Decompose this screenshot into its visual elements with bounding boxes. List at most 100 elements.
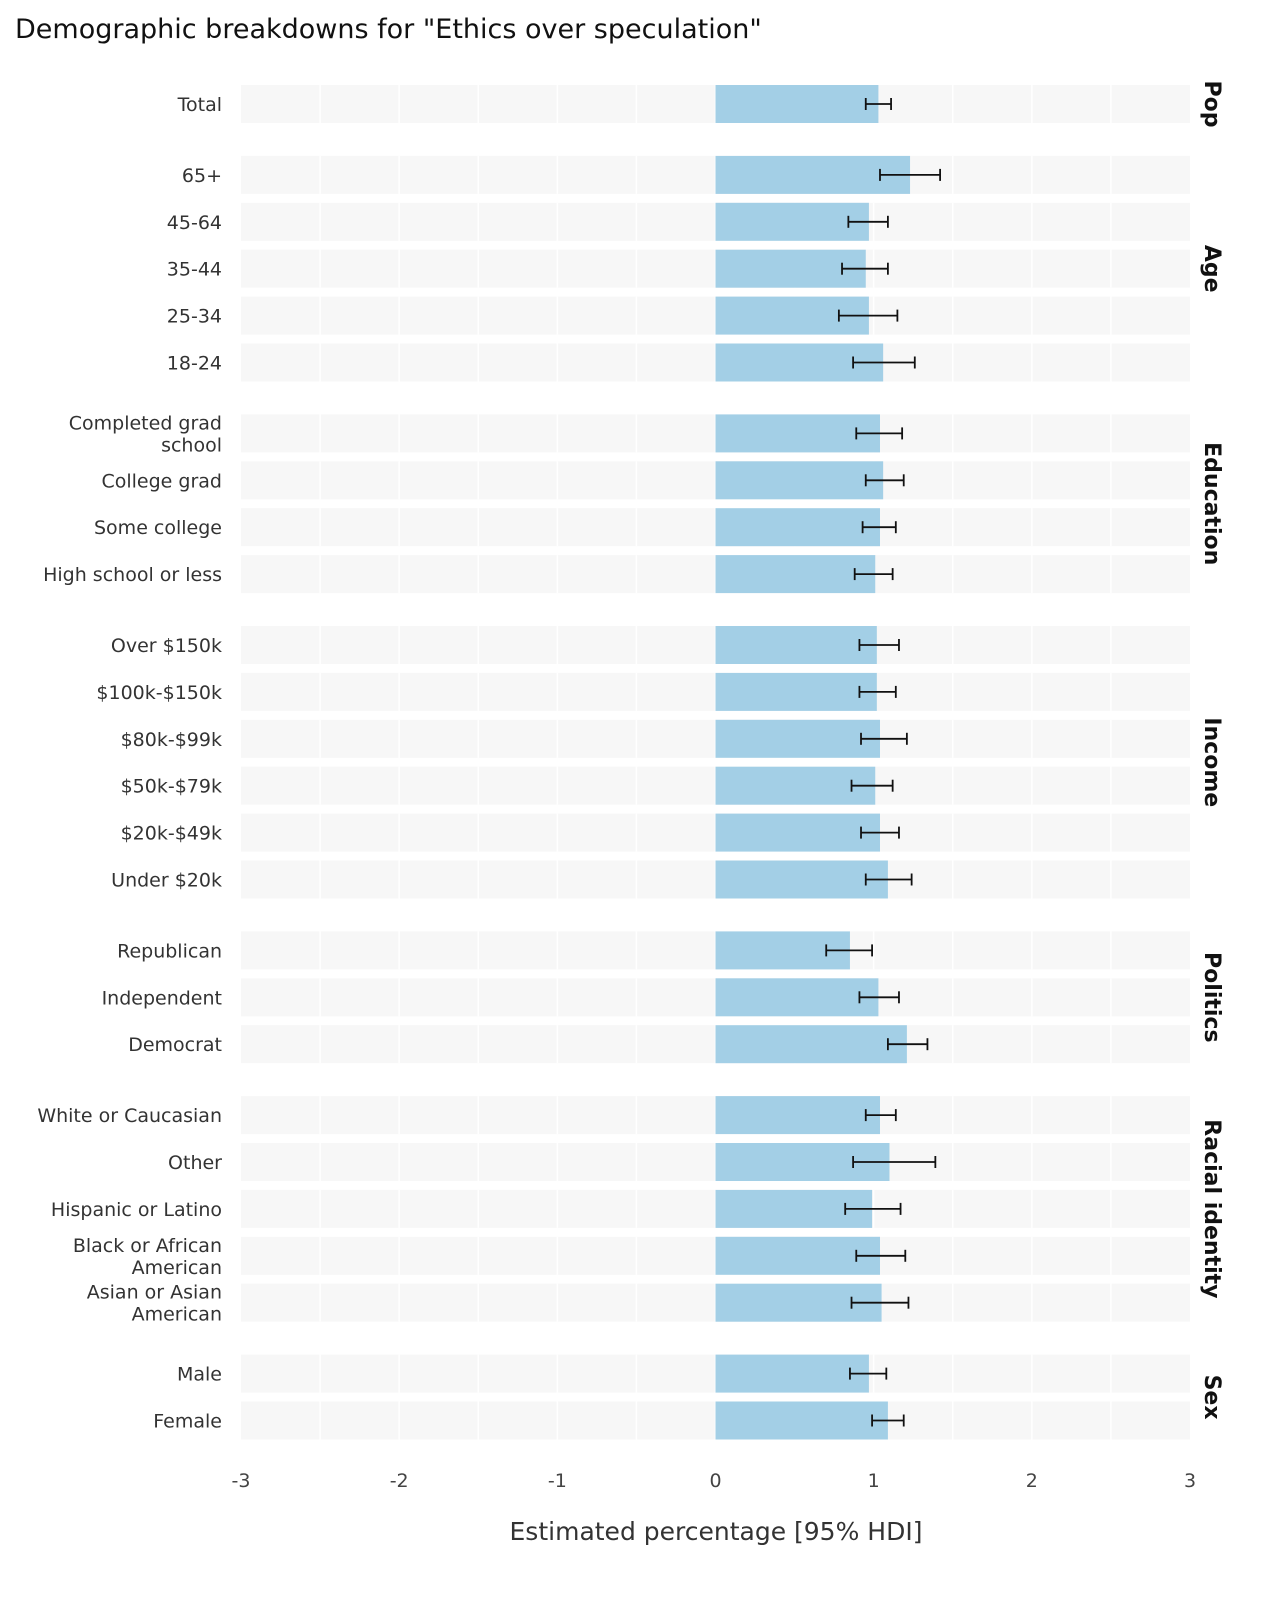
facet-label: Education bbox=[1199, 442, 1224, 565]
bar-row: Completed grad school bbox=[69, 412, 1190, 456]
category-label-line: American bbox=[132, 1304, 222, 1326]
bar-row: White or Caucasian bbox=[37, 1096, 1190, 1135]
x-tick-label: -1 bbox=[548, 1470, 567, 1492]
bar-row: Democrat bbox=[128, 1025, 1190, 1064]
error-bar bbox=[841, 262, 889, 275]
category-label-line: Democrat bbox=[128, 1034, 222, 1056]
category-label-line: Over $150k bbox=[111, 635, 222, 657]
bar bbox=[715, 1354, 869, 1393]
bar-row: Under $20k bbox=[111, 860, 1190, 899]
bar bbox=[715, 1096, 880, 1135]
error-bar bbox=[860, 826, 900, 839]
x-tick-label: -3 bbox=[232, 1470, 251, 1492]
bar bbox=[715, 860, 888, 899]
x-tick-label: 2 bbox=[1026, 1470, 1038, 1492]
bar-row: Some college bbox=[94, 508, 1190, 547]
bar-row: $20k-$49k bbox=[121, 813, 1190, 852]
error-bar bbox=[864, 474, 905, 487]
category-label: $80k-$99k bbox=[121, 729, 222, 751]
category-label-line: American bbox=[132, 1257, 222, 1279]
chart-title: Demographic breakdowns for "Ethics over … bbox=[15, 14, 762, 45]
error-bar bbox=[879, 168, 941, 181]
bar-row: 25-34 bbox=[167, 296, 1190, 335]
error-bar bbox=[864, 873, 913, 886]
error-bar bbox=[852, 1156, 937, 1168]
facet-education: Completed grad school College grad Some col… bbox=[43, 412, 1224, 594]
category-label: 65+ bbox=[182, 165, 222, 187]
error-bar bbox=[858, 685, 897, 698]
bar-row: $80k-$99k bbox=[121, 719, 1190, 758]
error-bar bbox=[861, 521, 897, 534]
bar bbox=[715, 813, 880, 852]
x-axis: -3 -2 -1 0 1 2 3 bbox=[232, 1470, 1197, 1492]
category-label: Over $150k bbox=[111, 635, 222, 657]
bar bbox=[715, 461, 884, 500]
category-label: Independent bbox=[102, 987, 222, 1009]
facet-label: Income bbox=[1199, 717, 1224, 807]
bar-row: Male bbox=[177, 1354, 1190, 1393]
bar bbox=[715, 555, 876, 594]
error-bar bbox=[858, 991, 900, 1004]
category-label-line: Under $20k bbox=[111, 870, 222, 892]
category-label: College grad bbox=[101, 470, 222, 492]
category-label: Some college bbox=[94, 517, 222, 539]
category-label: 25-34 bbox=[167, 306, 222, 328]
bar bbox=[715, 155, 911, 194]
category-label-line: Female bbox=[153, 1411, 222, 1433]
bar-row: 35-44 bbox=[167, 249, 1190, 288]
category-label: Black or African American bbox=[73, 1235, 222, 1279]
category-label-line: $20k-$49k bbox=[121, 823, 222, 845]
bar bbox=[715, 626, 877, 664]
category-label-line: $100k-$150k bbox=[96, 682, 222, 704]
bar bbox=[715, 978, 879, 1017]
facet-label: Racial identity bbox=[1199, 1119, 1224, 1298]
x-tick-label: 0 bbox=[709, 1470, 721, 1492]
facet-label: Politics bbox=[1199, 952, 1224, 1043]
error-bar bbox=[855, 1249, 907, 1262]
bar bbox=[715, 1025, 907, 1064]
category-label-line: Republican bbox=[117, 940, 222, 962]
category-label-line: High school or less bbox=[43, 564, 222, 586]
bar bbox=[715, 249, 866, 288]
bar bbox=[715, 85, 879, 123]
category-label: Under $20k bbox=[111, 870, 222, 892]
bar bbox=[715, 766, 876, 805]
category-label-line: Male bbox=[177, 1364, 222, 1386]
category-label-line: $80k-$99k bbox=[121, 729, 222, 751]
category-label-line: 65+ bbox=[182, 165, 222, 187]
error-bar bbox=[871, 1414, 905, 1427]
x-axis-title: Estimated percentage [95% HDI] bbox=[510, 1517, 923, 1546]
error-bar bbox=[864, 98, 892, 110]
facet-label: Sex bbox=[1199, 1375, 1224, 1420]
error-bar bbox=[855, 427, 904, 440]
bar-row: Black or African American bbox=[73, 1235, 1190, 1279]
facet-pop: Total Pop bbox=[177, 81, 1224, 128]
category-label: Other bbox=[168, 1152, 222, 1174]
error-bar bbox=[847, 215, 889, 228]
error-bar bbox=[850, 779, 894, 792]
error-bar bbox=[864, 1109, 897, 1122]
category-label: Total bbox=[177, 94, 222, 116]
bar-row: Total bbox=[177, 85, 1190, 123]
facet-sex: Male Female Sex bbox=[153, 1354, 1224, 1440]
error-bar bbox=[825, 944, 873, 957]
facet-politics: Republican Independent Democrat Politics bbox=[102, 931, 1224, 1064]
facet-income: Over $150k $100k-$150k $80k-$99k $50k-$79k $… bbox=[96, 626, 1224, 899]
bar bbox=[715, 1401, 888, 1440]
category-label: Asian or Asian American bbox=[87, 1282, 222, 1326]
error-bar bbox=[860, 732, 908, 745]
facet-racial-identity: White or Caucasian Other Hispanic or Latin… bbox=[37, 1096, 1224, 1326]
category-label-line: Some college bbox=[94, 517, 222, 539]
bar-row: College grad bbox=[101, 461, 1190, 500]
bar bbox=[715, 508, 880, 547]
error-bar bbox=[853, 568, 894, 581]
category-label-line: White or Caucasian bbox=[37, 1105, 222, 1127]
bar bbox=[715, 202, 869, 241]
bar-row: 18-24 bbox=[167, 343, 1190, 382]
category-label-line: 25-34 bbox=[167, 306, 222, 328]
bar-row: Other bbox=[168, 1143, 1190, 1181]
category-label-line: College grad bbox=[101, 470, 222, 492]
bar-row: Independent bbox=[102, 978, 1190, 1017]
error-bar bbox=[858, 639, 900, 651]
category-label-line: 18-24 bbox=[167, 353, 222, 375]
